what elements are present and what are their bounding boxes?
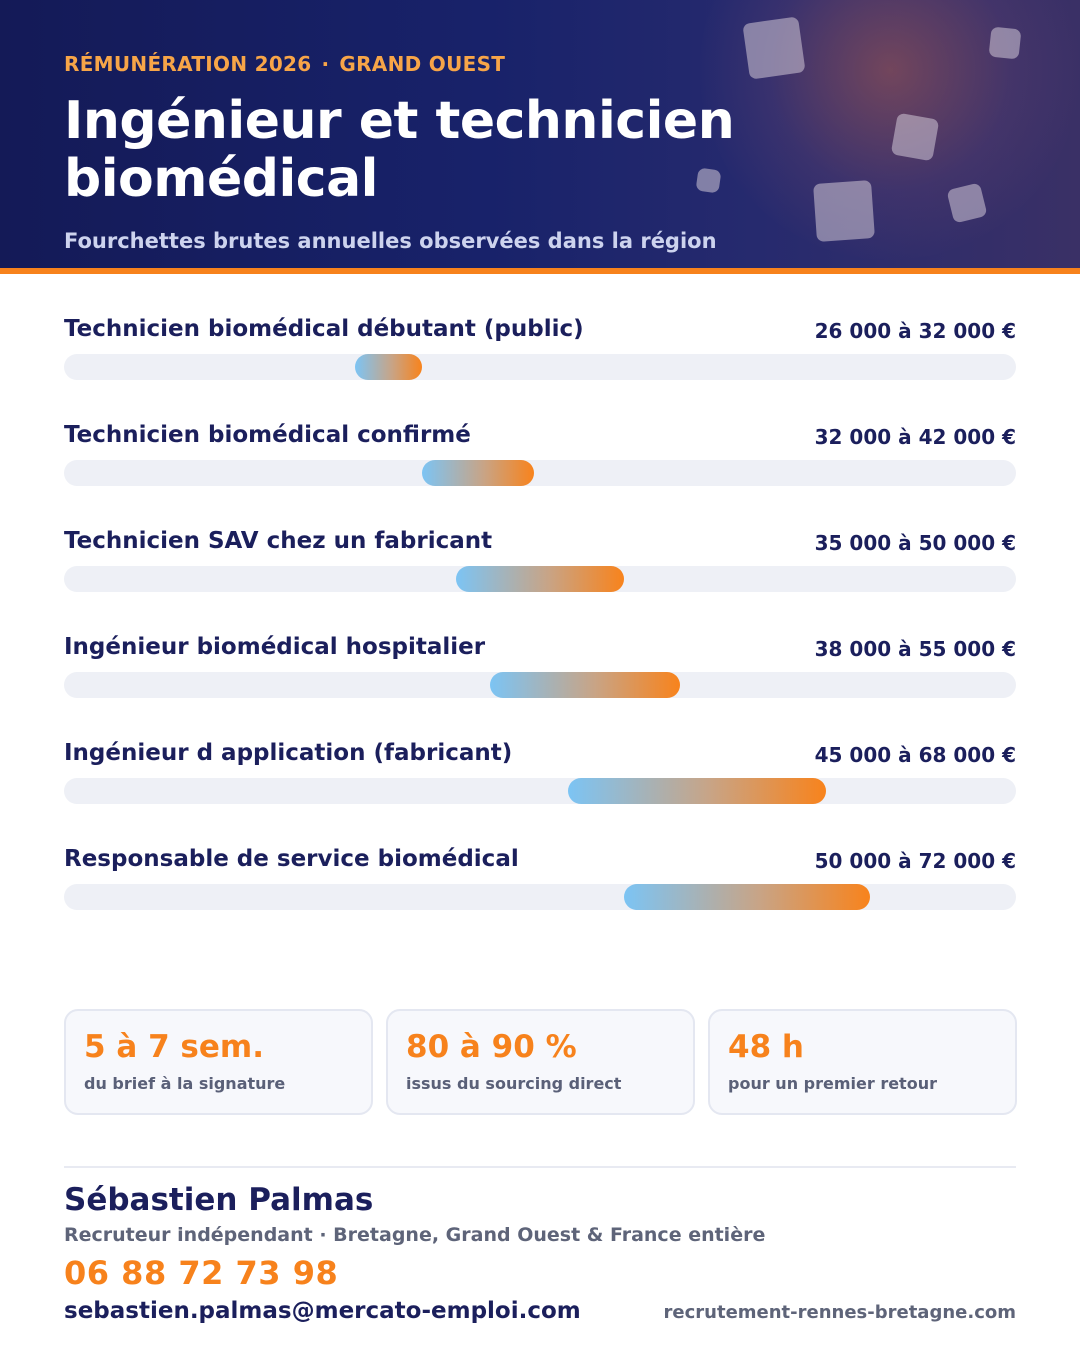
- range-track: [64, 460, 1016, 486]
- row-label: Technicien biomédical confirmé: [64, 422, 471, 448]
- contact-website-link[interactable]: recrutement-rennes-bretagne.com: [663, 1302, 1016, 1323]
- range-bar: [568, 778, 826, 804]
- range-track: [64, 672, 1016, 698]
- header-banner: RÉMUNÉRATION 2026 · GRAND OUEST Ingénieur …: [0, 0, 1080, 268]
- range-track: [64, 884, 1016, 910]
- contact-role: Recruteur indépendant · Bretagne, Grand …: [64, 1224, 766, 1246]
- decorative-square: [742, 16, 806, 80]
- chart-row: Technicien biomédical débutant (public) 2…: [64, 316, 1016, 386]
- kicker-left: RÉMUNÉRATION 2026: [64, 52, 312, 76]
- kicker-separator: ·: [321, 52, 330, 76]
- decorative-square: [988, 26, 1022, 60]
- kicker: RÉMUNÉRATION 2026 · GRAND OUEST: [64, 52, 505, 76]
- chart-row: Technicien SAV chez un fabricant 35 000 à…: [64, 528, 1016, 598]
- page-title: Ingénieur et technicien biomédical: [64, 91, 735, 209]
- chart-row: Technicien biomédical confirmé 32 000 à 4…: [64, 422, 1016, 492]
- row-label: Ingénieur d application (fabricant): [64, 740, 513, 766]
- decorative-square: [813, 180, 875, 242]
- range-bar: [456, 566, 624, 592]
- page-subtitle: Fourchettes brutes annuelles observées d…: [64, 229, 717, 253]
- row-value-label: 26 000 à 32 000 €: [814, 319, 1016, 343]
- row-label: Responsable de service biomédical: [64, 846, 519, 872]
- stat-card: 80 à 90 % issus du sourcing direct: [386, 1009, 695, 1115]
- contact-name: Sébastien Palmas: [64, 1182, 374, 1218]
- kicker-right: GRAND OUEST: [339, 52, 506, 76]
- contact-email-link[interactable]: sebastien.palmas@mercato-emploi.com: [64, 1298, 581, 1324]
- row-label: Ingénieur biomédical hospitalier: [64, 634, 486, 660]
- range-track: [64, 566, 1016, 592]
- row-value-label: 35 000 à 50 000 €: [814, 531, 1016, 555]
- stat-card: 48 h pour un premier retour: [708, 1009, 1017, 1115]
- stat-card: 5 à 7 sem. du brief à la signature: [64, 1009, 373, 1115]
- stat-label: pour un premier retour: [728, 1074, 937, 1093]
- range-track: [64, 354, 1016, 380]
- stat-label: issus du sourcing direct: [406, 1074, 622, 1093]
- row-value-label: 50 000 à 72 000 €: [814, 849, 1016, 873]
- stat-value: 80 à 90 %: [406, 1029, 577, 1065]
- row-value-label: 32 000 à 42 000 €: [814, 425, 1016, 449]
- contact-phone-link[interactable]: 06 88 72 73 98: [64, 1254, 339, 1292]
- range-bar: [422, 460, 535, 486]
- range-bar: [624, 884, 871, 910]
- chart-row: Ingénieur biomédical hospitalier 38 000 à…: [64, 634, 1016, 704]
- row-label: Technicien biomédical débutant (public): [64, 316, 584, 342]
- footer-divider: [64, 1166, 1016, 1168]
- chart-row: Responsable de service biomédical 50 000 …: [64, 846, 1016, 916]
- range-track: [64, 778, 1016, 804]
- stat-label: du brief à la signature: [84, 1074, 286, 1093]
- row-value-label: 38 000 à 55 000 €: [814, 637, 1016, 661]
- stat-value: 5 à 7 sem.: [84, 1029, 264, 1065]
- stat-value: 48 h: [728, 1029, 805, 1065]
- row-value-label: 45 000 à 68 000 €: [814, 743, 1016, 767]
- range-bar: [489, 672, 680, 698]
- row-label: Technicien SAV chez un fabricant: [64, 528, 493, 554]
- chart-row: Ingénieur d application (fabricant) 45 00…: [64, 740, 1016, 810]
- header-accent-strip: [0, 268, 1080, 274]
- decorative-square: [890, 112, 940, 162]
- stats-row: 5 à 7 sem. du brief à la signature 80 à …: [64, 1009, 1017, 1115]
- range-bar: [355, 354, 423, 380]
